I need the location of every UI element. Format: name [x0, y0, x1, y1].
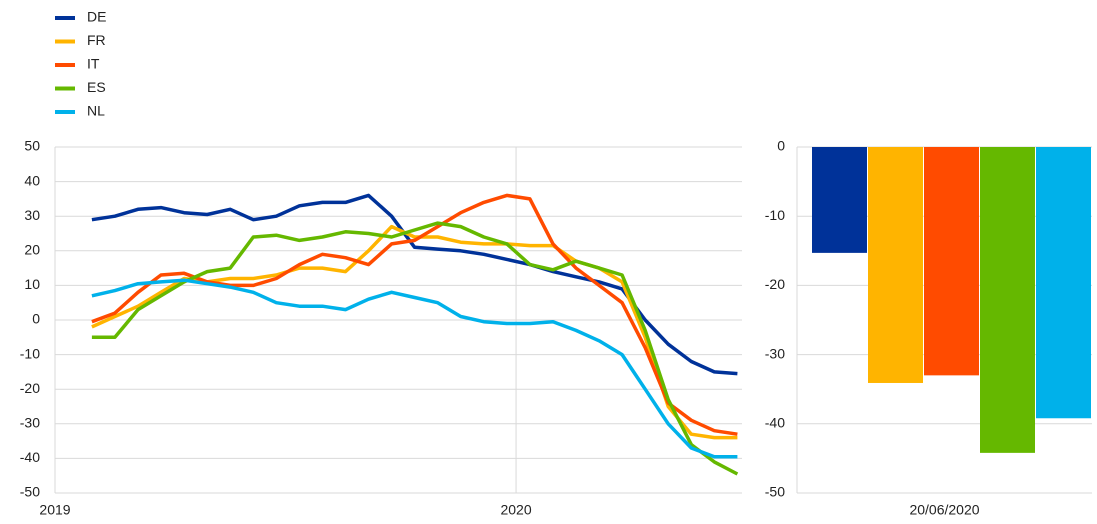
bar — [868, 147, 923, 383]
series-line — [91, 278, 738, 459]
y-tick-label: 10 — [24, 276, 40, 292]
y-tick-label: -30 — [20, 415, 40, 431]
y-tick-label: -20 — [20, 380, 40, 396]
series-line — [91, 221, 739, 476]
y-tick-label: 0 — [32, 311, 40, 327]
x-tick-label: 2019 — [39, 502, 70, 518]
legend-label: ES — [87, 79, 106, 95]
bar — [812, 147, 867, 253]
y-tick-label: -20 — [765, 276, 785, 292]
legend-label: NL — [87, 103, 105, 119]
legend-label: DE — [87, 9, 106, 25]
x-tick-label: 2020 — [500, 502, 531, 518]
y-tick-label: -10 — [765, 207, 785, 223]
y-tick-label: -30 — [765, 345, 785, 361]
legend-label: FR — [87, 32, 106, 48]
y-tick-label: -40 — [765, 415, 785, 431]
y-tick-label: 30 — [24, 207, 40, 223]
y-tick-label: -10 — [20, 345, 40, 361]
bar — [924, 147, 979, 376]
y-tick-label: 50 — [24, 138, 40, 154]
x-label: 20/06/2020 — [909, 502, 979, 518]
y-tick-label: 0 — [777, 138, 785, 154]
legend-label: IT — [87, 56, 100, 72]
bar — [980, 147, 1035, 453]
series-line — [91, 193, 738, 376]
y-tick-label: 40 — [24, 172, 40, 188]
y-tick-label: 20 — [24, 242, 40, 258]
series-line — [91, 224, 738, 440]
bar — [1036, 147, 1091, 419]
y-tick-label: -40 — [20, 449, 40, 465]
y-tick-label: -50 — [20, 484, 40, 500]
series-line — [91, 193, 738, 436]
y-tick-label: -50 — [765, 484, 785, 500]
